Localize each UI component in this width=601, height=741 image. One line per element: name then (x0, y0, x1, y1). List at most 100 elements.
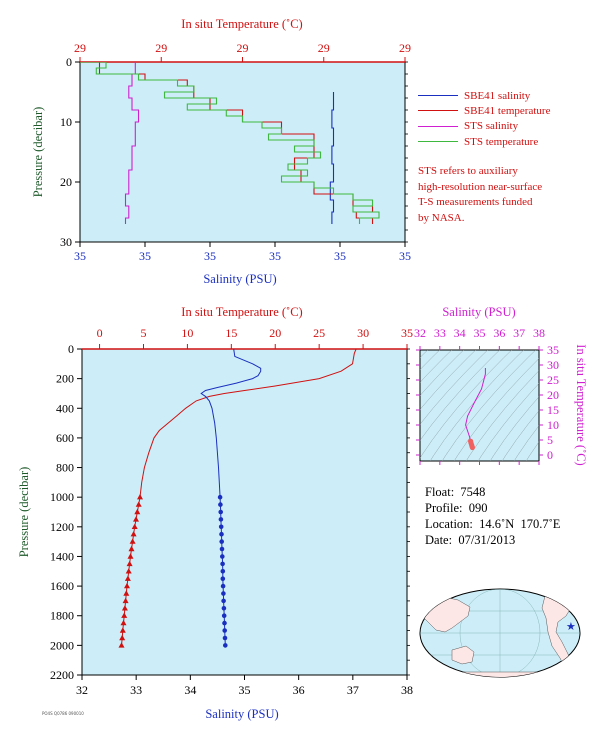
temperature-sample-point (119, 627, 126, 633)
salinity-sample-point (218, 517, 224, 522)
footnote-line: T-S measurements funded (418, 196, 533, 208)
ts-temp-tick-label: 30 (547, 358, 559, 372)
sts-footnote: STS refers to auxiliary high-resolution … (418, 164, 593, 226)
ts-temp-tick-label: 20 (547, 388, 559, 402)
ts-profile-line (465, 368, 486, 442)
main-temp-tick-label: 20 (269, 326, 281, 340)
image-credit: PO4S Q0786 090010 (42, 711, 84, 716)
temperature-sample-point (129, 538, 136, 544)
main-pressure-tick-label: 800 (56, 461, 74, 475)
ts-sigma-contour (420, 350, 464, 396)
ts-temp-tick-label: 35 (547, 343, 559, 357)
top-pressure-tick-label: 30 (60, 235, 72, 249)
near-surface-plot-area (79, 61, 406, 243)
top-sal-tick-label: 35 (139, 249, 151, 263)
ts-temp-tick-label: 10 (547, 418, 559, 432)
ts-sal-tick-label: 37 (513, 326, 525, 340)
top-temp-tick-label: 29 (155, 41, 167, 55)
temperature-profile-line (139, 349, 357, 498)
float-id: Float: 7548 (425, 485, 486, 499)
ts-right-axis-title: In situ Temperature (˚C) (574, 344, 588, 465)
top-sal-tick-label: 35 (204, 249, 216, 263)
ts-sigma-contour (420, 350, 512, 459)
temperature-sample-point (118, 642, 125, 648)
top-temp-tick-label: 29 (237, 41, 249, 55)
legend-swatch-sbe41-salinity (418, 95, 458, 97)
salinity-sample-point (220, 576, 226, 581)
main-temp-tick-label: 15 (225, 326, 237, 340)
ts-sigma-contour (420, 350, 500, 441)
main-pressure-tick-label: 1600 (50, 579, 74, 593)
legend-item-sbe41-salinity: SBE41 salinity (418, 88, 550, 103)
temperature-sample-point (121, 605, 128, 611)
near-surface-y-axis-title: Pressure (decibar) (31, 107, 45, 198)
ts-sigma-contour (465, 370, 539, 461)
salinity-sample-point (221, 591, 226, 596)
legend-item-sts-temperature: STS temperature (418, 134, 550, 149)
legend-item-sts-salinity: STS salinity (418, 119, 550, 134)
full-profile-series (118, 349, 357, 648)
main-sal-tick-label: 32 (76, 683, 88, 697)
ts-sigma-contour (477, 383, 539, 461)
ts-sigma-contour (429, 350, 524, 461)
temperature-sample-point (122, 597, 129, 604)
salinity-sample-point (218, 524, 224, 530)
main-temp-tick-label: 25 (313, 326, 325, 340)
temperature-sample-point (126, 560, 133, 567)
ts-sigma-contour (420, 350, 440, 370)
main-sal-tick-label: 34 (184, 683, 196, 697)
main-pressure-tick-label: 200 (56, 372, 74, 386)
top-pressure-tick-label: 0 (66, 55, 72, 69)
near-surface-top-axis-title: In situ Temperature (˚C) (181, 17, 302, 31)
ts-sigma-contour (489, 396, 539, 461)
footnote-line: by NASA. (418, 211, 465, 224)
float-location-marker: ★ (566, 620, 576, 633)
temperature-sample-point (128, 545, 135, 552)
ts-diagram-panel: Salinity (PSU) In situ Temperature (˚C) … (414, 305, 588, 466)
footnote-line: STS refers to auxiliary (418, 165, 518, 177)
salinity-sample-point (221, 606, 227, 611)
legend-label: STS salinity (464, 120, 519, 133)
ts-temp-tick-label: 5 (547, 433, 553, 447)
footnote-line: high-resolution near-surface (418, 180, 543, 193)
top-temp-tick-label: 29 (74, 41, 86, 55)
main-pressure-tick-label: 600 (56, 431, 74, 445)
salinity-sample-point (222, 635, 228, 641)
near-surface-series (80, 62, 380, 224)
ts-temp-tick-label: 25 (547, 373, 559, 387)
ts-temp-tick-label: 15 (547, 403, 559, 417)
salinity-sample-point (219, 546, 225, 552)
salinity-sample-point (222, 620, 227, 626)
legend-swatch-sts-temperature (418, 141, 458, 143)
ts-sal-tick-label: 35 (474, 326, 486, 340)
main-sal-tick-label: 36 (293, 683, 305, 697)
ts-sal-tick-label: 33 (434, 326, 446, 340)
top-pressure-tick-label: 20 (60, 175, 72, 189)
ts-sigma-contour (441, 350, 536, 461)
main-temp-tick-label: 5 (140, 326, 146, 340)
main-pressure-tick-label: 1800 (50, 609, 74, 623)
main-temp-tick-label: 35 (401, 326, 413, 340)
main-sal-tick-label: 38 (401, 683, 413, 697)
salinity-sample-point (220, 583, 226, 589)
legend-label: SBE41 temperature (464, 104, 551, 117)
ts-sigma-contour (525, 441, 539, 461)
main-pressure-tick-label: 2200 (50, 668, 74, 682)
ts-temp-tick-label: 0 (547, 448, 553, 462)
profile-number: Profile: 090 (425, 501, 488, 515)
legend-swatch-sbe41-temperature (418, 110, 458, 112)
main-sal-tick-label: 37 (347, 683, 359, 697)
salinity-sample-point (223, 643, 228, 648)
top-temp-tick-label: 29 (318, 41, 330, 55)
top-pressure-tick-label: 10 (60, 115, 72, 129)
temperature-sample-point (131, 523, 138, 529)
temperature-sample-point (134, 508, 141, 515)
temperature-sample-point (137, 494, 143, 500)
full-profile-y-axis-title: Pressure (decibar) (17, 467, 31, 558)
ts-sal-tick-label: 34 (454, 326, 466, 340)
ts-sigma-contour (501, 410, 539, 461)
main-pressure-tick-label: 1000 (50, 490, 74, 504)
salinity-sample-point (219, 539, 224, 544)
